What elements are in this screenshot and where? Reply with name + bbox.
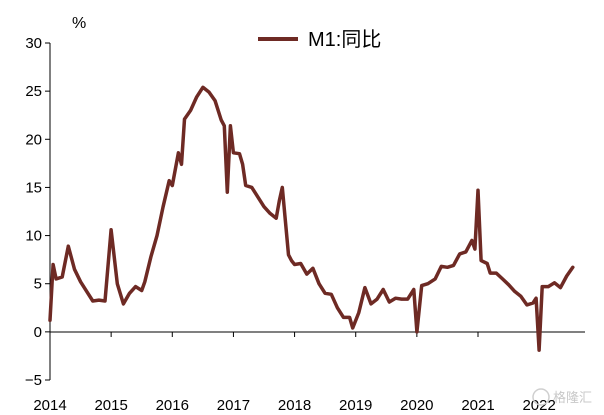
watermark-text: 格隆汇 [553,390,592,406]
y-tick-label: 25 [25,83,42,100]
x-tick-label: 2019 [339,397,372,414]
y-tick-label: 0 [34,324,42,341]
x-axis: 2014 2015 2016 2017 2018 2019 2020 2021 2022 [33,331,585,414]
watermark-logo: 格隆汇 [532,388,592,406]
x-tick-label: 2017 [217,397,250,414]
x-tick-label: 2016 [156,397,189,414]
y-axis: 30 25 20 15 10 5 0 −5 [25,35,51,389]
x-tick-label: 2021 [461,397,494,414]
watermark-icon [532,388,550,406]
x-tick-label: 2020 [400,397,433,414]
x-tick-label: 2015 [94,397,127,414]
x-tick-label: 2014 [33,397,66,414]
y-tick-label: 20 [25,131,42,148]
legend-label: M1:同比 [308,28,381,51]
y-tick-label: 30 [25,35,42,52]
legend: M1:同比 [258,28,381,51]
series-layer [48,85,575,352]
y-unit-label: % [72,15,86,32]
y-tick-label: 10 [25,228,42,245]
y-tick-label: 15 [25,179,42,196]
y-tick-label: −5 [25,372,42,389]
x-tick-label: 2018 [278,397,311,414]
y-tick-label: 5 [34,276,42,293]
series-line-m1 [48,85,575,352]
